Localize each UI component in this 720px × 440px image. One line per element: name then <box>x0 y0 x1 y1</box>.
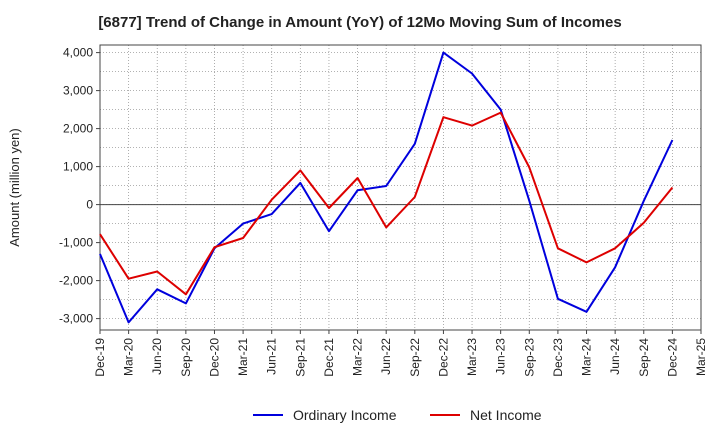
y-tick-label: 0 <box>86 198 93 212</box>
y-tick-label: 1,000 <box>63 160 93 174</box>
plot-border <box>99 44 702 331</box>
x-tick-label: Mar-23 <box>465 338 479 376</box>
y-axis-title: Amount (million yen) <box>7 128 22 247</box>
series-line-0 <box>99 51 674 324</box>
x-tick-label: Jun-23 <box>494 338 508 375</box>
x-tick-label: Jun-22 <box>379 338 393 375</box>
x-tick-label: Sep-22 <box>408 338 422 377</box>
x-tick-label: Jun-21 <box>265 338 279 375</box>
y-tick-label: 4,000 <box>63 46 93 60</box>
y-tick-label: 3,000 <box>63 84 93 98</box>
plot-area <box>100 45 701 330</box>
x-tick-label: Mar-20 <box>122 338 136 376</box>
x-tick-label: Dec-22 <box>436 338 450 377</box>
x-tick-label: Sep-23 <box>522 338 536 377</box>
x-tick-label: Sep-20 <box>179 338 193 377</box>
legend-label: Ordinary Income <box>293 407 397 423</box>
x-tick-label: Mar-25 <box>694 338 708 376</box>
x-tick-label: Sep-21 <box>293 338 307 377</box>
x-tick-label: Dec-20 <box>207 338 221 377</box>
y-tick-label: -3,000 <box>59 312 93 326</box>
x-tick-label: Sep-24 <box>637 338 651 377</box>
y-tick-label: -1,000 <box>59 236 93 250</box>
series-line-1 <box>99 111 674 296</box>
x-tick-label: Dec-23 <box>551 338 565 377</box>
x-tick-label: Mar-24 <box>580 338 594 376</box>
x-tick-label: Mar-21 <box>236 338 250 376</box>
x-tick-label: Mar-22 <box>351 338 365 376</box>
x-tick-label: Dec-24 <box>665 338 679 377</box>
x-tick-label: Jun-20 <box>150 338 164 375</box>
x-tick-label: Dec-21 <box>322 338 336 377</box>
chart-title: [6877] Trend of Change in Amount (YoY) o… <box>98 14 622 31</box>
legend-label: Net Income <box>470 407 542 423</box>
x-tick-label: Jun-24 <box>608 338 622 375</box>
x-tick-label: Dec-19 <box>93 338 107 377</box>
y-tick-label: 2,000 <box>63 122 93 136</box>
y-tick-label: -2,000 <box>59 274 93 288</box>
